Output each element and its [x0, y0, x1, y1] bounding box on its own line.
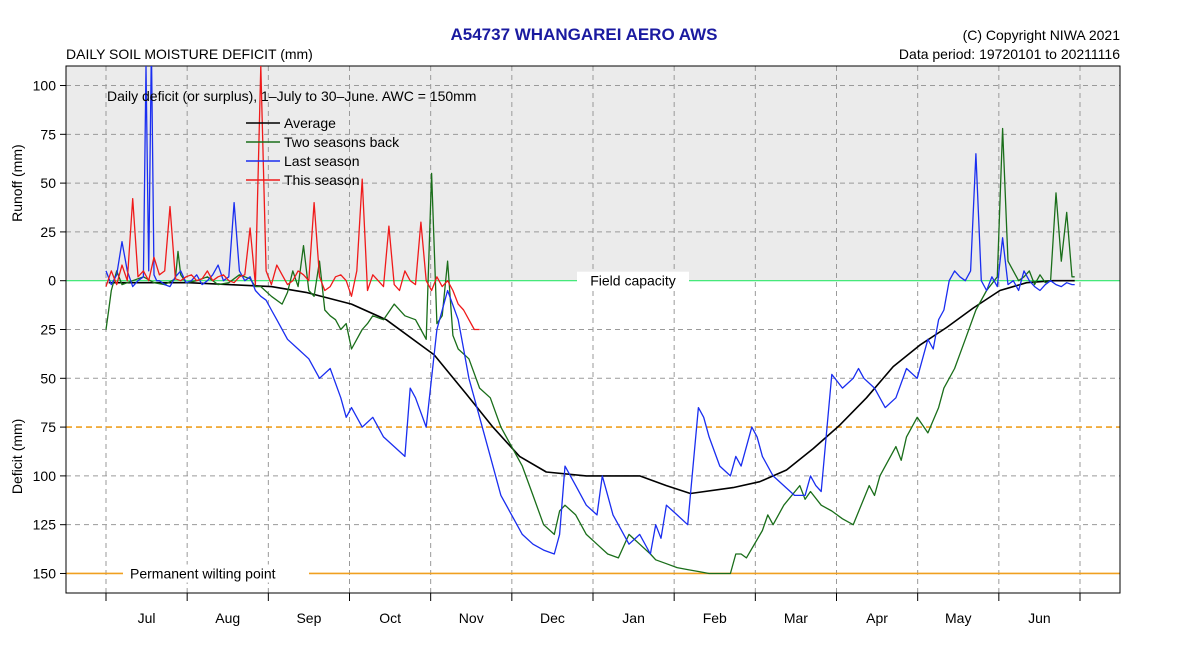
x-tick-label: Oct: [379, 610, 401, 626]
x-tick-label: Aug: [215, 610, 240, 626]
series-line: [105, 66, 1075, 555]
y-axis-label-deficit: Deficit (mm): [9, 419, 25, 494]
y-tick-label: 50: [40, 370, 56, 386]
field-capacity-label-bg: [577, 271, 689, 290]
x-tick-label: Sep: [296, 610, 321, 626]
legend-label: Average: [284, 115, 336, 131]
x-tick-label: Nov: [459, 610, 484, 626]
y-tick-label: 150: [33, 565, 57, 581]
wilting-point-label: Permanent wilting point: [130, 565, 276, 581]
series-line: [105, 127, 1075, 575]
y-tick-label: 0: [48, 273, 56, 289]
copyright-text: (C) Copyright NIWA 2021: [963, 27, 1121, 43]
y-tick-label: 25: [40, 224, 56, 240]
data-period-text: Data period: 19720101 to 20211116: [899, 46, 1120, 62]
station-title: A54737 WHANGAREI AERO AWS: [450, 25, 717, 44]
x-tick-label: Jul: [138, 610, 156, 626]
x-tick-label: Apr: [866, 610, 888, 626]
chart-heading: DAILY SOIL MOISTURE DEFICIT (mm): [66, 46, 313, 62]
x-tick-label: Jan: [622, 610, 645, 626]
x-tick-label: Jun: [1028, 610, 1051, 626]
surplus-zone: [66, 66, 1120, 281]
y-tick-label: 25: [40, 322, 56, 338]
series-line: [108, 279, 1075, 495]
series-line: [105, 66, 480, 331]
y-tick-label: 75: [40, 419, 56, 435]
y-tick-label: 50: [40, 175, 56, 191]
legend-label: This season: [284, 172, 359, 188]
x-tick-label: Dec: [540, 610, 565, 626]
legend-label: Two seasons back: [284, 134, 400, 150]
y-axis-label-runoff: Runoff (mm): [9, 144, 25, 222]
x-tick-label: May: [945, 610, 971, 626]
legend-label: Last season: [284, 153, 360, 169]
x-tick-label: Feb: [703, 610, 727, 626]
x-tick-label: Mar: [784, 610, 808, 626]
y-tick-label: 75: [40, 126, 56, 142]
field-capacity-label: Field capacity: [590, 273, 676, 289]
y-tick-label: 125: [33, 517, 57, 533]
y-tick-label: 100: [33, 78, 57, 94]
y-tick-label: 100: [33, 468, 57, 484]
series-group: [105, 66, 1075, 575]
wilting-point-label-bg: [123, 564, 309, 583]
chart-subtitle: Daily deficit (or surplus), 1–July to 30…: [107, 88, 476, 104]
